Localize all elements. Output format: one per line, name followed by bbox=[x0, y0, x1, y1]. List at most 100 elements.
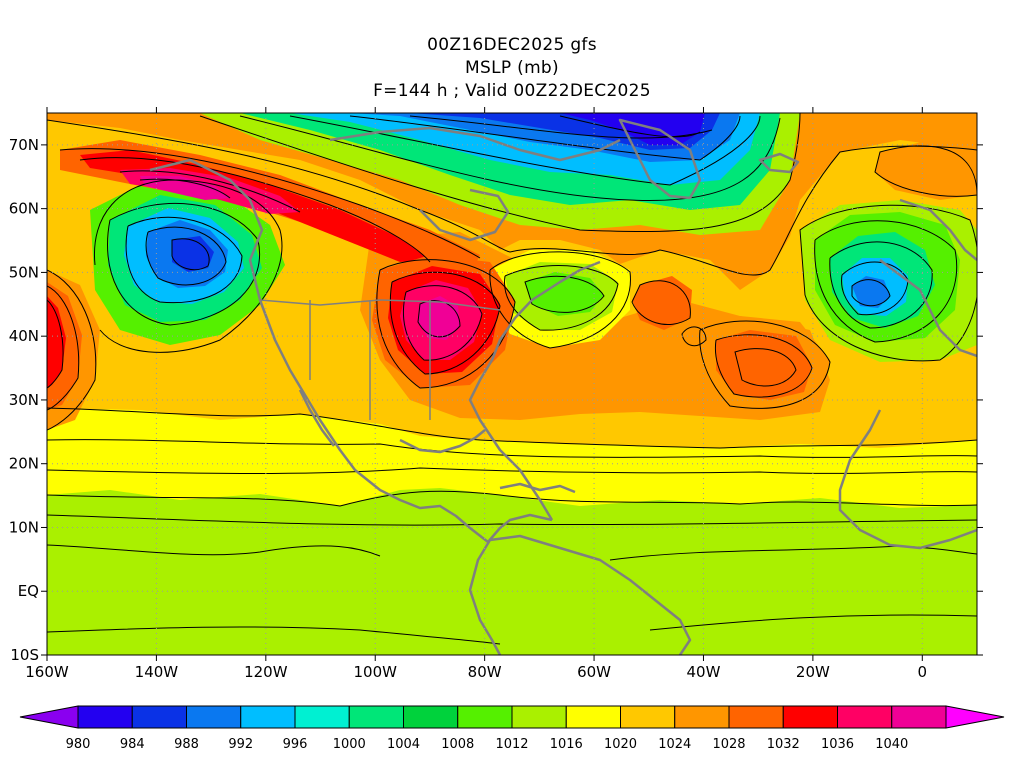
isobar bbox=[609, 545, 977, 561]
colorbar-label: 1008 bbox=[441, 737, 474, 752]
coast-caribbean bbox=[499, 482, 576, 494]
isobar bbox=[403, 285, 483, 361]
x-tick-label: 40W bbox=[687, 663, 721, 681]
isobar bbox=[79, 157, 431, 263]
coast-arctic-islands bbox=[329, 126, 621, 162]
coast-south-america bbox=[468, 534, 692, 655]
isobar bbox=[829, 241, 933, 329]
x-tick-label: 140W bbox=[135, 663, 179, 681]
axis-ticks bbox=[41, 107, 983, 661]
x-tick-label: 100W bbox=[354, 663, 398, 681]
colorbar-label: 1024 bbox=[658, 737, 691, 752]
coast-iceland bbox=[758, 152, 800, 174]
colorbar-label: 1012 bbox=[495, 737, 528, 752]
x-tick-label: 60W bbox=[577, 663, 611, 681]
isobar-contours bbox=[47, 113, 977, 645]
colorbar-swatch bbox=[403, 705, 459, 729]
title-valid-line: F=144 h ; Valid 00Z22DEC2025 bbox=[373, 81, 651, 101]
colorbar-label: 1036 bbox=[821, 737, 854, 752]
low-europe-988 bbox=[852, 276, 890, 308]
isobar bbox=[389, 271, 501, 375]
colorbar-swatch bbox=[240, 705, 296, 729]
isobar bbox=[47, 285, 80, 411]
colorbar-label: 984 bbox=[120, 737, 145, 752]
axis-labels: 160W 140W 120W 100W 80W 60W 40W 20W 0 70N 60N 50N 40… bbox=[9, 136, 927, 681]
isobar bbox=[47, 544, 381, 557]
y-tick-label: 40N bbox=[9, 327, 39, 345]
isobar bbox=[125, 216, 243, 304]
colorbar-swatch bbox=[837, 705, 893, 729]
isobar bbox=[503, 265, 619, 331]
coast-hudson-bay bbox=[419, 188, 510, 242]
isobar bbox=[814, 220, 958, 343]
isobar bbox=[631, 280, 691, 326]
colorbar-label: 1040 bbox=[875, 737, 908, 752]
colorbar-swatch bbox=[674, 705, 730, 729]
isobar bbox=[47, 467, 977, 474]
isobar bbox=[841, 261, 909, 316]
isobar bbox=[376, 259, 516, 389]
isobar bbox=[47, 119, 977, 276]
isobar bbox=[524, 275, 605, 313]
isobar bbox=[799, 204, 977, 362]
isobar bbox=[59, 148, 481, 259]
isobar bbox=[649, 614, 977, 631]
colorbar-swatch bbox=[728, 705, 784, 729]
colorbar-swatch bbox=[348, 705, 404, 729]
isobar bbox=[714, 334, 813, 398]
colorbar-label: 1016 bbox=[550, 737, 583, 752]
high-us-1040 bbox=[418, 296, 460, 340]
y-tick-label: 30N bbox=[9, 391, 39, 409]
colorbar-swatch bbox=[457, 705, 513, 729]
colorbar-label: 988 bbox=[174, 737, 199, 752]
y-tick-label: 20N bbox=[9, 455, 39, 473]
isobar bbox=[47, 514, 977, 526]
isobar bbox=[119, 170, 301, 213]
isobar bbox=[699, 320, 831, 409]
isobar bbox=[47, 299, 64, 389]
colorbar-swatch bbox=[565, 705, 621, 729]
colorbar-swatch bbox=[782, 705, 838, 729]
isobar bbox=[47, 626, 501, 645]
isobar bbox=[489, 251, 631, 349]
high-east-1020 bbox=[875, 140, 977, 200]
coast-us-states bbox=[259, 299, 501, 420]
map-title: 00Z16DEC2025 gfs MSLP (mb) F=144 h ; Val… bbox=[0, 34, 1024, 103]
isobar bbox=[559, 115, 701, 138]
colorbar: 980 984 988 992 996 1000 1004 1008 1012 1016 1020 1… bbox=[19, 705, 1005, 752]
x-tick-label: 120W bbox=[244, 663, 288, 681]
isobar bbox=[349, 115, 741, 161]
colorbar-max-arrow bbox=[945, 705, 1005, 729]
low-labrador-1004 bbox=[525, 272, 604, 316]
colorbar-label: 980 bbox=[66, 737, 91, 752]
title-variable-line: MSLP (mb) bbox=[465, 58, 559, 78]
x-tick-label: 20W bbox=[796, 663, 830, 681]
y-tick-label: 60N bbox=[9, 200, 39, 218]
colorbar-swatch bbox=[131, 705, 187, 729]
isobar bbox=[47, 490, 977, 507]
high-azores-1028 bbox=[716, 330, 812, 400]
x-tick-label: 80W bbox=[468, 663, 502, 681]
isobar bbox=[289, 115, 761, 186]
title-run-line: 00Z16DEC2025 gfs bbox=[427, 35, 597, 55]
high-bering-ridge-1040 bbox=[140, 176, 230, 200]
colorbar-swatch bbox=[186, 705, 242, 729]
map-frame bbox=[46, 112, 978, 656]
y-tick-label: EQ bbox=[18, 582, 39, 600]
colorbar-label: 992 bbox=[228, 737, 253, 752]
colorbar-swatch bbox=[511, 705, 567, 729]
isobar bbox=[417, 300, 461, 338]
colorbar-label: 1032 bbox=[767, 737, 800, 752]
colorbar-swatch bbox=[77, 705, 133, 729]
colorbar-label: 1028 bbox=[712, 737, 745, 752]
isobar bbox=[851, 279, 891, 307]
isobar bbox=[93, 179, 283, 353]
colorbar-swatch bbox=[891, 705, 947, 729]
isobar bbox=[47, 269, 97, 431]
high-atlantic-1028 bbox=[632, 276, 692, 330]
coast-greenland bbox=[618, 118, 702, 200]
y-tick-label: 70N bbox=[9, 136, 39, 154]
low-alaska-984 bbox=[172, 236, 214, 272]
colorbar-swatch bbox=[620, 705, 676, 729]
colorbar-label: 996 bbox=[283, 737, 308, 752]
